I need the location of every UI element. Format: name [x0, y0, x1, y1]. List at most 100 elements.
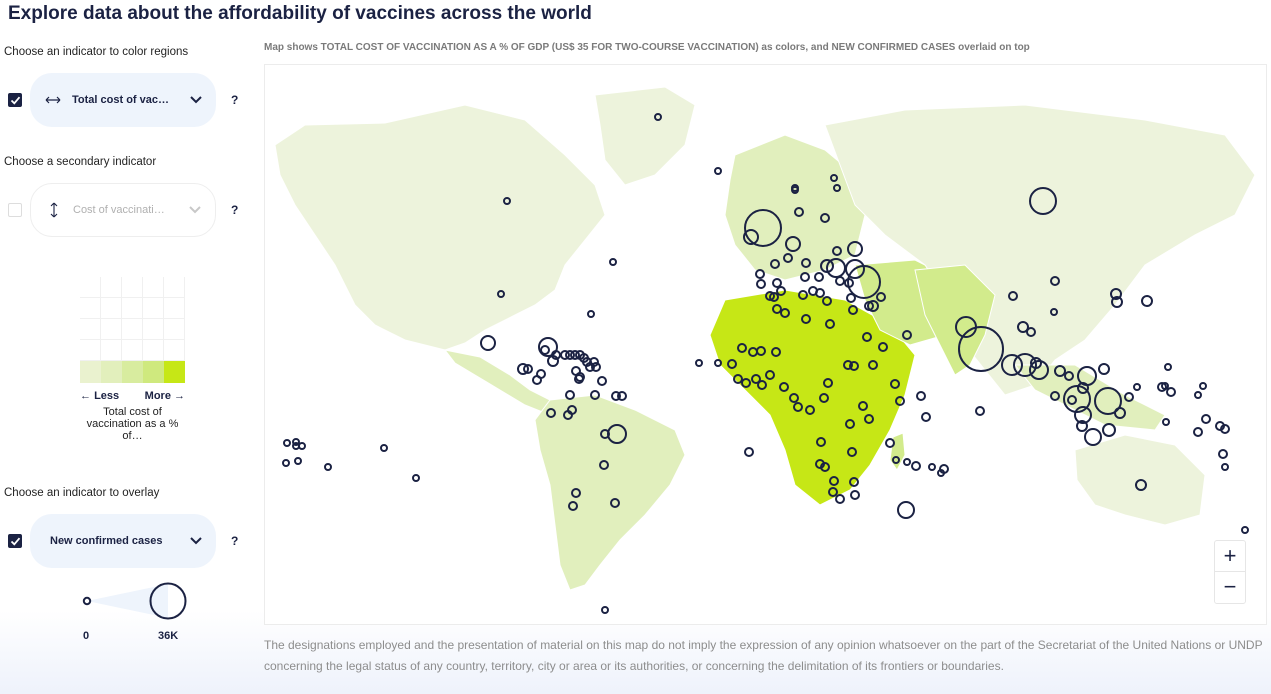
case-bubble[interactable] — [849, 477, 859, 487]
case-bubble[interactable] — [1110, 288, 1122, 300]
case-bubble[interactable] — [835, 276, 845, 286]
case-bubble[interactable] — [1054, 365, 1066, 377]
case-bubble[interactable] — [744, 209, 782, 247]
case-bubble[interactable] — [565, 390, 575, 400]
case-bubble[interactable] — [847, 447, 857, 457]
case-bubble[interactable] — [568, 501, 578, 511]
case-bubble[interactable] — [1102, 423, 1116, 437]
case-bubble[interactable] — [599, 460, 609, 470]
case-bubble[interactable] — [846, 293, 856, 303]
case-bubble[interactable] — [864, 301, 874, 311]
case-bubble[interactable] — [1124, 392, 1134, 402]
case-bubble[interactable] — [480, 335, 496, 351]
case-bubble[interactable] — [1026, 327, 1036, 337]
case-bubble[interactable] — [833, 184, 841, 192]
case-bubble[interactable] — [791, 184, 799, 192]
case-bubble[interactable] — [741, 378, 751, 388]
case-bubble[interactable] — [939, 464, 949, 474]
case-bubble[interactable] — [868, 360, 878, 370]
case-bubble[interactable] — [1050, 308, 1058, 316]
case-bubble[interactable] — [551, 350, 561, 360]
case-bubble[interactable] — [772, 304, 782, 314]
case-bubble[interactable] — [845, 419, 855, 429]
case-bubble[interactable] — [565, 350, 575, 360]
case-bubble[interactable] — [916, 391, 926, 401]
case-bubble[interactable] — [793, 402, 803, 412]
case-bubble[interactable] — [858, 401, 868, 411]
case-bubble[interactable] — [892, 456, 900, 464]
case-bubble[interactable] — [538, 337, 558, 357]
case-bubble[interactable] — [876, 292, 886, 302]
case-bubble[interactable] — [801, 258, 811, 268]
case-bubble[interactable] — [1164, 363, 1172, 371]
case-bubble[interactable] — [1166, 387, 1176, 397]
case-bubble[interactable] — [610, 498, 620, 508]
case-bubble[interactable] — [743, 229, 759, 245]
case-bubble[interactable] — [1013, 353, 1037, 377]
case-bubble[interactable] — [600, 429, 610, 439]
case-bubble[interactable] — [282, 459, 290, 467]
case-bubble[interactable] — [727, 359, 737, 369]
case-bubble[interactable] — [1111, 296, 1123, 308]
case-bubble[interactable] — [862, 332, 872, 342]
case-bubble[interactable] — [1050, 391, 1060, 401]
region-south-america[interactable] — [534, 394, 686, 591]
world-map[interactable] — [264, 64, 1267, 625]
case-bubble[interactable] — [503, 197, 511, 205]
case-bubble[interactable] — [902, 330, 912, 340]
case-bubble[interactable] — [1141, 295, 1153, 307]
case-bubble[interactable] — [805, 405, 815, 415]
case-bubble[interactable] — [820, 259, 834, 273]
case-bubble[interactable] — [733, 374, 743, 384]
case-bubble[interactable] — [850, 490, 860, 500]
case-bubble[interactable] — [1084, 428, 1102, 446]
case-bubble[interactable] — [546, 408, 556, 418]
case-bubble[interactable] — [1157, 382, 1167, 392]
case-bubble[interactable] — [1194, 391, 1202, 399]
case-bubble[interactable] — [825, 319, 835, 329]
zoom-in-button[interactable]: + — [1215, 541, 1245, 572]
case-bubble[interactable] — [1017, 321, 1029, 333]
case-bubble[interactable] — [885, 438, 895, 448]
case-bubble[interactable] — [567, 405, 577, 415]
case-bubble[interactable] — [497, 290, 505, 298]
case-bubble[interactable] — [585, 362, 595, 372]
case-bubble[interactable] — [772, 278, 782, 288]
case-bubble[interactable] — [844, 278, 854, 288]
case-bubble[interactable] — [324, 463, 332, 471]
case-bubble[interactable] — [744, 447, 754, 457]
case-bubble[interactable] — [587, 310, 595, 318]
case-bubble[interactable] — [897, 501, 915, 519]
case-bubble[interactable] — [1218, 449, 1228, 459]
case-bubble[interactable] — [751, 374, 761, 384]
region-europe[interactable] — [724, 134, 866, 281]
case-bubble[interactable] — [878, 342, 888, 352]
case-bubble[interactable] — [1001, 354, 1023, 376]
case-bubble[interactable] — [1029, 187, 1057, 215]
case-bubble[interactable] — [1221, 463, 1229, 471]
case-bubble[interactable] — [828, 487, 838, 497]
case-bubble[interactable] — [1064, 371, 1074, 381]
region-north-america[interactable] — [274, 104, 606, 351]
case-bubble[interactable] — [601, 606, 609, 614]
case-bubble[interactable] — [890, 379, 900, 389]
case-bubble[interactable] — [958, 326, 1004, 372]
case-bubble[interactable] — [1135, 479, 1147, 491]
case-bubble[interactable] — [800, 272, 810, 282]
primary-help-button[interactable]: ? — [231, 93, 239, 107]
case-bubble[interactable] — [570, 350, 580, 360]
case-bubble[interactable] — [798, 290, 808, 300]
overlay-indicator-checkbox[interactable] — [8, 534, 22, 548]
case-bubble[interactable] — [911, 461, 921, 471]
case-bubble[interactable] — [820, 462, 830, 472]
case-bubble[interactable] — [779, 382, 789, 392]
world-map-svg[interactable] — [265, 65, 1267, 625]
case-bubble[interactable] — [714, 359, 722, 367]
case-bubble[interactable] — [847, 241, 863, 257]
case-bubble[interactable] — [822, 296, 832, 306]
primary-indicator-checkbox[interactable] — [8, 93, 22, 107]
case-bubble[interactable] — [783, 253, 793, 263]
case-bubble[interactable] — [292, 438, 300, 446]
case-bubble[interactable] — [776, 286, 786, 296]
region-greenland[interactable] — [594, 86, 696, 186]
